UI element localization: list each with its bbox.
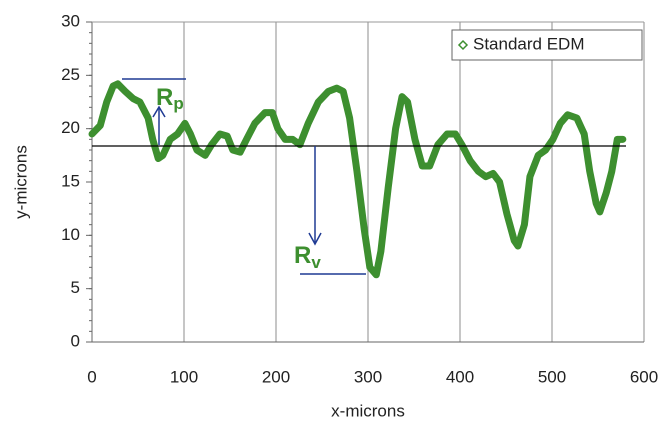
series-line bbox=[88, 80, 627, 279]
x-tick-label: 200 bbox=[262, 367, 290, 386]
x-tick-label: 600 bbox=[630, 367, 658, 386]
x-tick-label: 0 bbox=[87, 367, 96, 386]
x-tick-label: 400 bbox=[446, 367, 474, 386]
x-tick-label: 300 bbox=[354, 367, 382, 386]
plot bbox=[88, 80, 627, 279]
rp-arrowhead bbox=[152, 105, 166, 118]
grid bbox=[86, 21, 645, 343]
rv-arrowhead bbox=[308, 232, 322, 246]
y-tick-label: 0 bbox=[71, 331, 80, 350]
x-tick-label: 100 bbox=[170, 367, 198, 386]
y-tick-label: 30 bbox=[61, 11, 80, 30]
annotation-rp: Rp bbox=[156, 84, 184, 113]
y-tick-label: 20 bbox=[61, 118, 80, 137]
y-tick-label: 10 bbox=[61, 225, 80, 244]
legend-box bbox=[451, 29, 643, 61]
legend-label: Standard EDM bbox=[473, 34, 585, 53]
x-tick-label: 500 bbox=[538, 367, 566, 386]
y-tick-label: 25 bbox=[61, 65, 80, 84]
x-axis-title: x-microns bbox=[331, 401, 405, 420]
annotation-rv: Rv bbox=[294, 242, 321, 272]
legend-marker bbox=[457, 39, 469, 51]
y-axis-title: y-microns bbox=[11, 145, 30, 219]
y-tick-label: 5 bbox=[71, 278, 80, 297]
y-tick-label: 15 bbox=[61, 171, 80, 190]
